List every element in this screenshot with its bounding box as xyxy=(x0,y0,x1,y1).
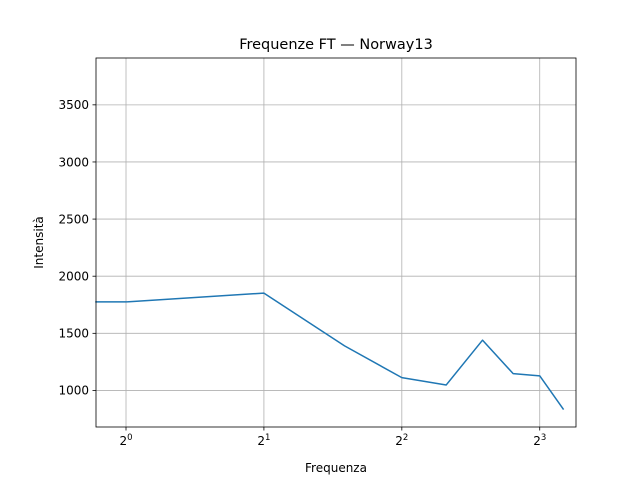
x-axis-label: Frequenza xyxy=(305,461,367,475)
y-tick-label: 2000 xyxy=(58,270,89,284)
y-tick-label: 2500 xyxy=(58,212,89,226)
x-tick-label: 20 xyxy=(119,433,132,448)
y-tick-label: 3000 xyxy=(58,155,89,169)
chart-title: Frequenze FT — Norway13 xyxy=(239,37,433,53)
x-tick-label: 23 xyxy=(533,433,546,448)
x-tick-label: 21 xyxy=(257,433,270,448)
plot-frame xyxy=(95,57,577,428)
y-tick-label: 3500 xyxy=(58,98,89,112)
axis-ticks: 20 21 22 23 1000 1500 2000 2500 3000 3500 xyxy=(58,98,546,448)
series-layer xyxy=(95,292,565,410)
series-line xyxy=(95,292,565,410)
y-tick-label: 1000 xyxy=(58,384,89,398)
x-tick-label: 22 xyxy=(395,433,408,448)
y-tick-label: 1500 xyxy=(58,327,89,341)
grid-lines xyxy=(96,58,576,427)
y-axis-label: Intensità xyxy=(32,216,46,268)
